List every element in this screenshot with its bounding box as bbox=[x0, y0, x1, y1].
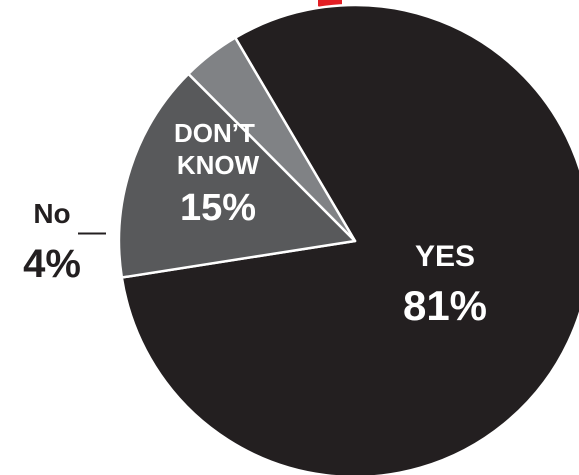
pie-slice-dont-know bbox=[117, 72, 357, 279]
pie-slice-yes bbox=[120, 3, 579, 475]
slice-value-no: 4% bbox=[23, 242, 81, 286]
slice-value-dont-know: 15% bbox=[180, 187, 256, 229]
slice-label-dont-know: DON’T KNOW bbox=[174, 118, 262, 180]
slice-label-yes: YES bbox=[415, 240, 475, 273]
slice-label-no: No bbox=[33, 198, 70, 229]
slice-value-yes: 81% bbox=[403, 282, 487, 329]
slice-label-dont-know-line1: DON’T bbox=[174, 118, 255, 148]
slice-label-dont-know-line2: KNOW bbox=[177, 150, 260, 180]
pie-slice-no bbox=[187, 36, 357, 243]
pie-slices bbox=[117, 3, 579, 475]
